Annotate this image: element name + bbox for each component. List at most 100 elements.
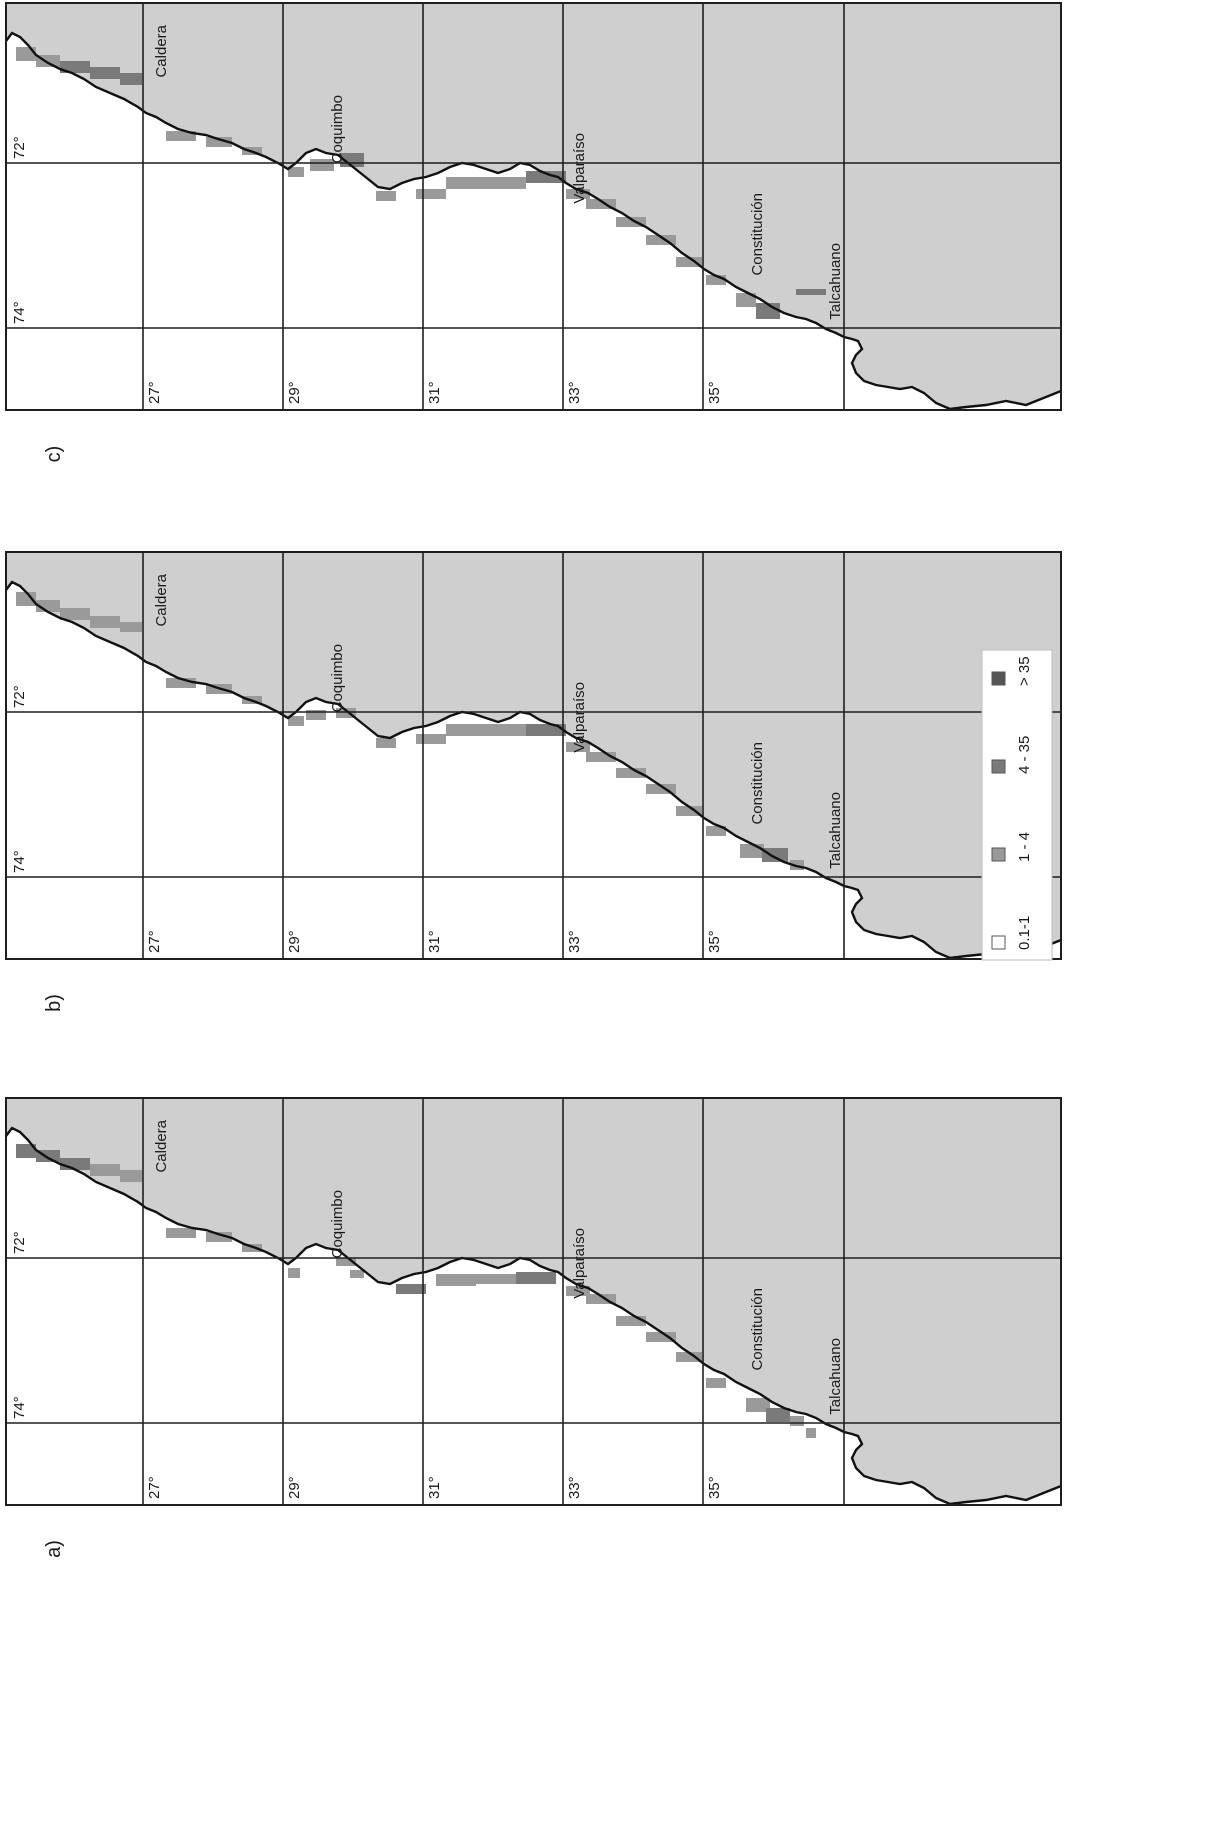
- density-cell: [120, 1170, 142, 1182]
- density-cell: [736, 293, 756, 307]
- map-panel-a: 27° 29° 31° 33° 35° 74° 72° Caldera Coquimbo Valp…: [5, 1097, 1062, 1558]
- city-label: Coquimbo: [329, 644, 346, 712]
- density-cell: [676, 257, 702, 267]
- city-label: Talcahuano: [827, 243, 844, 320]
- density-cell: [90, 67, 120, 79]
- density-cell: [526, 171, 566, 183]
- latitude-label: 29°: [286, 381, 303, 404]
- density-cell: [706, 826, 726, 836]
- density-cell: [336, 1258, 356, 1266]
- density-cell: [516, 1272, 556, 1284]
- density-cell: [90, 1164, 120, 1176]
- density-cell: [796, 289, 826, 295]
- latitude-label: 27°: [146, 1476, 163, 1499]
- density-cell: [288, 1268, 300, 1278]
- city-label: Coquimbo: [329, 1190, 346, 1258]
- legend-label: > 35: [1016, 656, 1033, 686]
- latitude-label: 31°: [426, 930, 443, 953]
- city-label: Caldera: [153, 1119, 170, 1172]
- map-panel-c: 27° 29° 31° 33° 35° 74° 72° Caldera Coquimbo Valp…: [5, 2, 1062, 463]
- density-cell: [376, 738, 396, 748]
- density-cell: [120, 622, 142, 632]
- longitude-label: 74°: [11, 301, 28, 324]
- city-label: Constitución: [749, 193, 766, 276]
- city-label: Caldera: [153, 24, 170, 77]
- density-cell: [706, 275, 726, 285]
- density-cell: [616, 217, 646, 227]
- density-cell: [60, 61, 90, 73]
- density-cell: [766, 1408, 790, 1422]
- density-cell: [566, 189, 590, 199]
- density-cell: [806, 1428, 816, 1438]
- panel-frame: [5, 1097, 1062, 1506]
- density-cell: [288, 716, 304, 726]
- legend-swatch: [991, 935, 1006, 950]
- latitude-label: 33°: [566, 381, 583, 404]
- latitude-label: 29°: [286, 930, 303, 953]
- city-label: Valparaíso: [571, 133, 588, 204]
- coastline: [5, 580, 1062, 960]
- density-cell: [746, 1398, 770, 1412]
- city-label: Valparaíso: [571, 682, 588, 753]
- latitude-label: 35°: [706, 1476, 723, 1499]
- panel-frame: [5, 551, 1062, 960]
- legend-swatch: [991, 671, 1006, 686]
- legend-swatch: [991, 847, 1006, 862]
- density-cell: [586, 752, 616, 762]
- panel-frame: [5, 2, 1062, 411]
- density-cell: [586, 199, 616, 209]
- longitude-label: 74°: [11, 850, 28, 873]
- coastline: [5, 31, 1062, 411]
- legend-box: [981, 649, 1053, 961]
- land-area: [6, 552, 1061, 958]
- density-cell: [676, 806, 702, 816]
- density-cell: [486, 177, 526, 189]
- latitude-label: 29°: [286, 1476, 303, 1499]
- density-cell: [436, 1274, 476, 1286]
- density-cell: [476, 1274, 516, 1284]
- longitude-label: 72°: [11, 136, 28, 159]
- density-cell: [336, 708, 356, 718]
- city-label: Constitución: [749, 1288, 766, 1371]
- density-cell: [526, 724, 566, 736]
- density-cell: [120, 73, 142, 85]
- density-cell: [166, 1228, 196, 1238]
- density-cell: [242, 1244, 262, 1252]
- density-cell: [616, 1316, 646, 1326]
- latitude-label: 31°: [426, 1476, 443, 1499]
- density-cell: [446, 724, 486, 736]
- density-cell: [616, 768, 646, 778]
- land-area: [6, 1098, 1061, 1504]
- density-cell: [166, 131, 196, 141]
- legend-label: 0.1-1: [1016, 916, 1033, 950]
- city-label: Constitución: [749, 742, 766, 825]
- latitude-label: 33°: [566, 1476, 583, 1499]
- longitude-label: 72°: [11, 1231, 28, 1254]
- panel-label: c): [43, 446, 65, 463]
- legend-label: 4 - 35: [1016, 736, 1033, 774]
- density-cell: [706, 1378, 726, 1388]
- coastline: [5, 1126, 1062, 1506]
- map-panel-b: 27° 29° 31° 33° 35° 74° 72° Caldera Coquimbo Valp…: [5, 551, 1062, 1012]
- density-cell: [306, 710, 326, 720]
- density-cell: [790, 1416, 804, 1426]
- density-cell: [16, 592, 36, 606]
- city-label: Coquimbo: [329, 95, 346, 163]
- city-label: Valparaíso: [571, 1228, 588, 1299]
- legend: 0.1-1 1 - 4 4 - 35 > 35: [981, 649, 1053, 961]
- city-label: Talcahuano: [827, 792, 844, 869]
- latitude-label: 35°: [706, 930, 723, 953]
- density-cell: [646, 784, 676, 794]
- legend-swatch: [991, 759, 1006, 774]
- density-cell: [416, 734, 446, 744]
- density-cell: [676, 1352, 702, 1362]
- density-cell: [646, 235, 676, 245]
- panel-label: a): [43, 1540, 65, 1558]
- density-cell: [416, 189, 446, 199]
- density-cell: [206, 1232, 232, 1242]
- latitude-label: 27°: [146, 930, 163, 953]
- density-cell: [396, 1284, 426, 1294]
- latitude-label: 35°: [706, 381, 723, 404]
- city-label: Caldera: [153, 573, 170, 626]
